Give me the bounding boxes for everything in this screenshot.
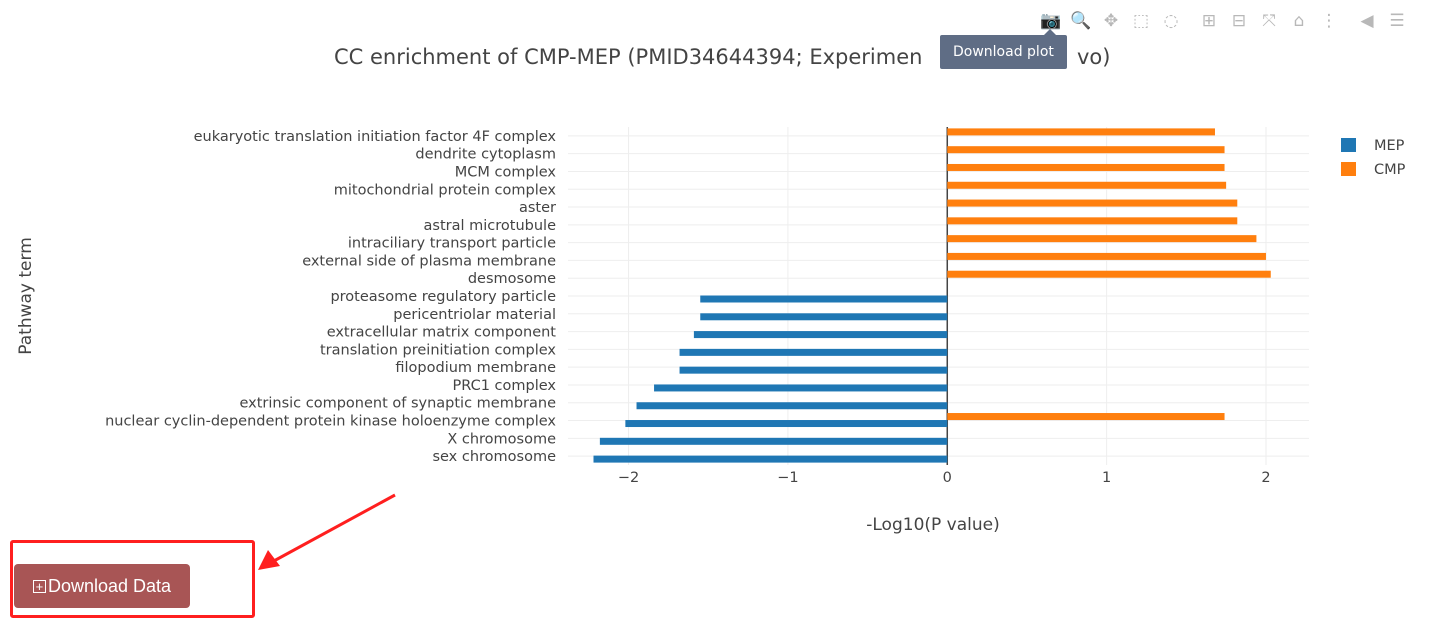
bar-mep xyxy=(654,384,948,392)
spike-lines-icon[interactable]: ⋮ xyxy=(1320,11,1338,31)
y-tick-label: external side of plasma membrane xyxy=(302,253,556,269)
download-icon: + xyxy=(32,579,46,593)
x-tick-label: −2 xyxy=(618,470,639,486)
zoom-out-icon[interactable]: ⊟ xyxy=(1231,11,1247,31)
y-tick-label: proteasome regulatory particle xyxy=(330,289,556,305)
x-tick-label: 2 xyxy=(1261,470,1270,486)
y-tick-label: mitochondrial protein complex xyxy=(334,182,557,198)
zoom-icon[interactable]: 🔍 xyxy=(1070,11,1092,31)
bar-cmp xyxy=(947,146,1225,154)
chart-title: CC enrichment of CMP-MEP (PMID34644394; … xyxy=(334,45,922,69)
legend-label: CMP xyxy=(1374,162,1406,178)
y-tick-label: sex chromosome xyxy=(432,449,556,465)
y-tick-label: intraciliary transport particle xyxy=(348,236,556,252)
camera-icon[interactable]: 📷 xyxy=(1040,11,1062,31)
y-tick-label: PRC1 complex xyxy=(452,378,556,394)
y-tick-label: filopodium membrane xyxy=(395,360,556,376)
bar-cmp xyxy=(947,128,1215,136)
chart-title-tail: vo) xyxy=(1077,45,1110,69)
hover-compare-icon[interactable]: ☰ xyxy=(1389,11,1405,31)
download-data-button[interactable]: + Download Data xyxy=(14,564,190,608)
autoscale-icon[interactable]: ⤧ xyxy=(1262,11,1276,31)
zoom-in-icon[interactable]: ⊞ xyxy=(1201,11,1217,31)
box-select-icon[interactable]: ⬚ xyxy=(1132,11,1150,31)
y-axis-label: Pathway term xyxy=(16,237,36,355)
y-tick-label: aster xyxy=(519,200,556,216)
y-tick-label: desmosome xyxy=(468,271,556,287)
y-tick-label: extrinsic component of synaptic membrane xyxy=(239,396,556,412)
bars-group xyxy=(593,128,1271,463)
bar-mep xyxy=(693,331,948,339)
hover-closest-icon[interactable]: ◀ xyxy=(1360,11,1374,31)
x-axis-label: -Log10(P value) xyxy=(866,515,1000,535)
modebar-tooltip: Download plot xyxy=(940,29,1067,69)
x-tick-labels: −2 −1 0 1 2 xyxy=(618,470,1271,486)
legend-swatch xyxy=(1341,138,1356,152)
y-tick-label: dendrite cytoplasm xyxy=(415,147,556,163)
bar-cmp xyxy=(947,270,1271,278)
bar-cmp xyxy=(947,163,1225,171)
bar-mep xyxy=(593,455,948,463)
y-tick-label: translation preinitiation complex xyxy=(320,342,556,358)
y-tick-label: nuclear cyclin-dependent protein kinase … xyxy=(105,414,556,430)
bar-mep xyxy=(679,348,948,356)
bar-cmp xyxy=(947,199,1238,207)
bar-cmp xyxy=(947,235,1257,243)
bar-cmp xyxy=(947,181,1227,189)
home-icon[interactable]: ⌂ xyxy=(1293,11,1305,31)
y-tick-label: X chromosome xyxy=(447,431,556,447)
bar-mep xyxy=(599,437,948,445)
lasso-select-icon[interactable]: ◌ xyxy=(1163,11,1179,31)
y-tick-labels: eukaryotic translation initiation factor… xyxy=(105,129,556,465)
plot-modebar: 📷 🔍 ✥ ⬚ ◌ ⊞ ⊟ ⤧ ⌂ ⋮ ◀ ☰ xyxy=(1036,10,1412,34)
x-tick-label: 0 xyxy=(943,470,952,486)
bar-mep xyxy=(700,313,948,321)
pan-icon[interactable]: ✥ xyxy=(1103,11,1119,31)
x-tick-label: 1 xyxy=(1102,470,1111,486)
y-tick-label: pericentriolar material xyxy=(393,307,556,323)
bar-cmp xyxy=(947,413,1225,421)
y-tick-label: eukaryotic translation initiation factor… xyxy=(194,129,557,145)
bar-mep xyxy=(636,402,948,410)
highlight-box xyxy=(10,540,255,618)
y-tick-label: extracellular matrix component xyxy=(327,325,557,341)
legend-swatch xyxy=(1341,162,1356,176)
y-tick-label: MCM complex xyxy=(455,164,557,180)
bar-mep xyxy=(625,420,948,428)
legend-label: MEP xyxy=(1374,138,1405,154)
download-data-label: Download Data xyxy=(47,575,172,596)
bar-mep xyxy=(700,295,948,303)
legend[interactable]: MEP CMP xyxy=(1341,138,1406,178)
bar-cmp xyxy=(947,217,1238,225)
bar-mep xyxy=(679,366,948,374)
x-tick-label: −1 xyxy=(777,470,798,486)
y-tick-label: astral microtubule xyxy=(424,218,557,234)
bar-cmp xyxy=(947,252,1266,260)
